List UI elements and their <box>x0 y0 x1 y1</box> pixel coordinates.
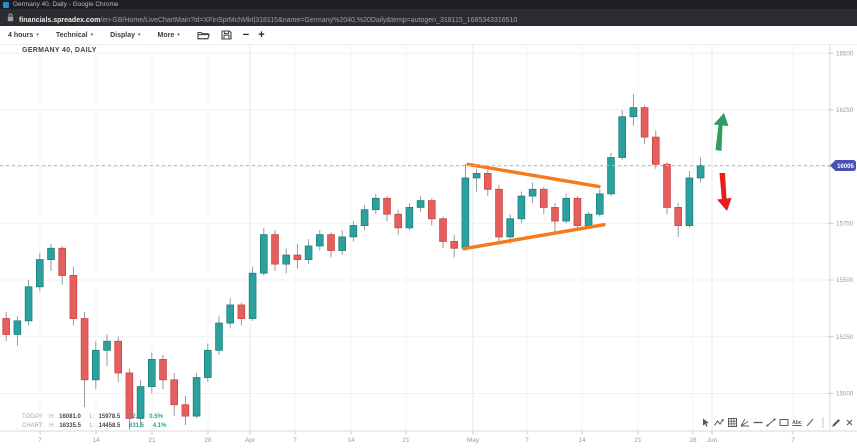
svg-text:15750: 15750 <box>836 221 854 228</box>
svg-text:May: May <box>467 437 480 444</box>
chart-change: 631.5 <box>129 423 145 429</box>
svg-text:14: 14 <box>578 437 586 444</box>
display-menu-label: Display <box>110 31 136 39</box>
pointer-icon[interactable] <box>701 417 711 428</box>
rectangle-icon[interactable] <box>779 417 789 428</box>
display-menu-button[interactable]: Display ▾ <box>110 32 140 39</box>
svg-text:21: 21 <box>402 437 410 444</box>
drawing-toolbar: Abc <box>701 417 854 428</box>
chevron-down-icon: ▾ <box>90 32 94 38</box>
zoom-in-button[interactable]: + <box>258 28 265 41</box>
grid-icon[interactable] <box>727 417 737 428</box>
svg-text:21: 21 <box>634 437 642 444</box>
svg-text:7: 7 <box>38 437 42 444</box>
up-arrow-annotation <box>713 113 729 151</box>
pen-icon[interactable] <box>831 417 841 428</box>
horizontal-line-icon[interactable] <box>753 417 763 428</box>
url-path: /en-GB/Home/LiveChartMain?id=XFinSprMchM… <box>100 16 518 24</box>
url-text: financials.spreadex.com/en-GB/Home/LiveC… <box>19 9 517 27</box>
save-icon[interactable] <box>221 30 232 40</box>
candlestick-chart[interactable]: 1650016250160001575015500152501500071421… <box>0 45 857 448</box>
more-menu-button[interactable]: More ▾ <box>158 32 180 39</box>
legend-row-chart: CHART: H: 16335.5 L: 14458.5 631.5 4.1% <box>22 423 167 429</box>
current-price-badge <box>830 159 856 171</box>
today-change-pct: 0.5% <box>149 414 163 420</box>
window-title: Germany 40, Daily - Google Chrome <box>13 1 119 8</box>
toolbar-divider <box>818 417 828 428</box>
chevron-down-icon: ▾ <box>138 32 141 38</box>
legend-row-today: TODAY: H: 16081.0 L: 15978.5 72.5 0.5% <box>22 414 163 420</box>
freehand-line-icon[interactable] <box>805 417 815 428</box>
chart-toolbar: 4 hours ▾ Technical ▾ Display ▾ More ▾ <box>0 26 857 45</box>
legend-label: CHART: <box>22 423 44 429</box>
site-favicon-icon <box>3 1 9 8</box>
chart-low: 14458.5 <box>98 423 121 429</box>
svg-text:15000: 15000 <box>836 391 854 398</box>
svg-text:16005: 16005 <box>837 164 854 170</box>
chart-high: 16335.5 <box>59 423 81 429</box>
svg-text:16250: 16250 <box>836 107 854 114</box>
svg-text:Apr: Apr <box>245 437 256 444</box>
legend-label: TODAY: <box>22 414 44 420</box>
today-change: 72.5 <box>128 414 141 420</box>
svg-text:7: 7 <box>525 437 529 444</box>
technical-menu-button[interactable]: Technical ▾ <box>56 32 93 39</box>
chart-title: GERMANY 40, DAILY <box>22 47 97 54</box>
svg-text:14: 14 <box>92 437 100 444</box>
svg-text:7: 7 <box>293 437 297 444</box>
more-menu-label: More <box>157 31 175 39</box>
angle-lines-icon[interactable] <box>740 417 750 428</box>
svg-text:21: 21 <box>148 437 156 444</box>
zoom-out-button[interactable]: − <box>242 28 250 41</box>
down-arrow-annotation <box>717 173 732 211</box>
timeframe-menu-label: 4 hours <box>8 31 34 39</box>
zigzag-arrow-icon[interactable] <box>714 417 724 428</box>
address-bar[interactable]: financials.spreadex.com/en-GB/Home/LiveC… <box>0 9 857 26</box>
trend-line-icon[interactable] <box>766 417 776 428</box>
svg-text:15250: 15250 <box>836 334 854 341</box>
chart-legend: TODAY: H: 16081.0 L: 15978.5 72.5 0.5% CHA… <box>22 413 173 431</box>
svg-text:7: 7 <box>791 437 795 444</box>
today-high: 16081.0 <box>59 414 81 420</box>
svg-text:28: 28 <box>689 437 697 444</box>
lock-icon <box>7 13 14 22</box>
technical-menu-label: Technical <box>55 31 88 39</box>
chevron-down-icon: ▾ <box>36 32 39 38</box>
chart-change-pct: 4.1% <box>152 423 167 429</box>
open-folder-icon[interactable] <box>197 30 210 40</box>
chevron-down-icon: ▾ <box>177 32 180 38</box>
timeframe-menu-button[interactable]: 4 hours ▾ <box>8 32 39 39</box>
text-icon[interactable]: Abc <box>792 419 802 426</box>
chart-pane[interactable]: 1650016250160001575015500152501500071421… <box>0 45 857 448</box>
svg-text:Jun: Jun <box>707 437 718 444</box>
url-domain: financials.spreadex.com <box>19 16 101 24</box>
svg-text:15500: 15500 <box>836 277 854 284</box>
window-titlebar: Germany 40, Daily - Google Chrome <box>0 0 857 9</box>
svg-text:14: 14 <box>347 437 355 444</box>
svg-text:28: 28 <box>204 437 212 444</box>
svg-text:16500: 16500 <box>836 50 854 57</box>
delete-icon[interactable] <box>844 417 854 428</box>
today-low: 15978.5 <box>98 414 121 420</box>
